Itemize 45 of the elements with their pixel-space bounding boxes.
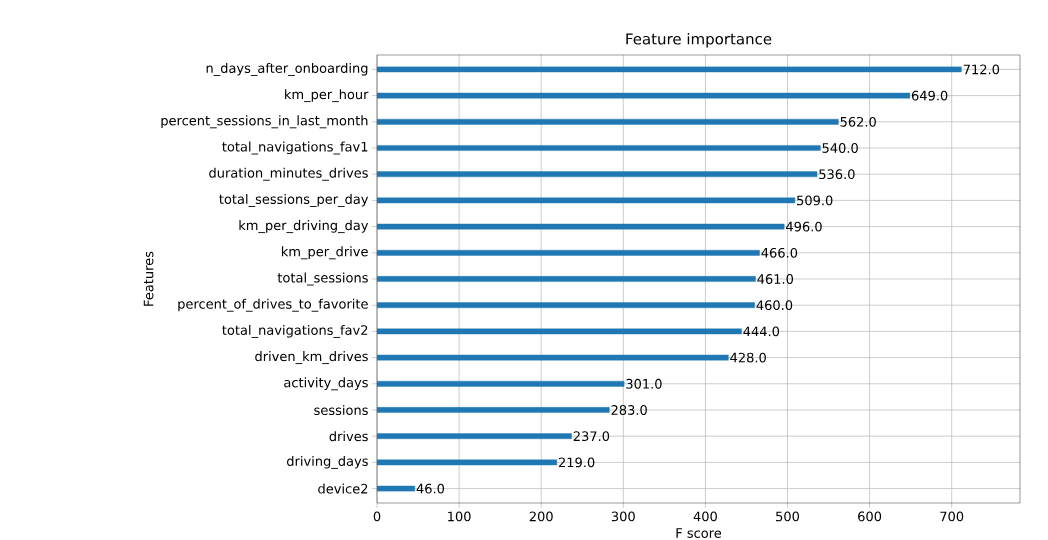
y-tick-label: sessions: [314, 404, 368, 416]
x-tick-label: 400: [693, 511, 717, 522]
data-label: 466.0: [761, 247, 798, 258]
y-tick-label: total_navigations_fav2: [222, 324, 368, 338]
data-label: 536.0: [819, 169, 855, 180]
data-label: 562.0: [840, 116, 876, 127]
data-label: 712.0: [963, 64, 1000, 75]
data-label: 509.0: [797, 195, 833, 206]
y-tick-label: driving_days: [287, 455, 368, 469]
y-tick-label: device2: [318, 483, 368, 494]
x-tick-label: 500: [776, 511, 800, 522]
y-tick-label: total_navigations_fav1: [222, 141, 368, 155]
chart-title: Feature importance: [626, 32, 772, 48]
data-label: 444.0: [743, 326, 780, 337]
y-tick-label: driven_km_drives: [255, 351, 368, 365]
x-axis-title: F score: [676, 528, 722, 538]
y-axis-title: Features: [143, 251, 154, 306]
data-label: 46.0: [416, 483, 445, 494]
x-tick-label: 200: [529, 511, 553, 522]
data-label: 649.0: [911, 90, 948, 101]
data-label: 428.0: [730, 352, 766, 363]
data-label: 283.0: [611, 405, 647, 415]
data-label: 237.0: [573, 431, 610, 442]
y-tick-label: total_sessions: [277, 272, 368, 286]
y-tick-label: drives: [329, 431, 368, 442]
x-tick-label: 0: [373, 511, 381, 522]
data-label: 219.0: [558, 457, 595, 468]
data-label: 301.0: [626, 378, 662, 389]
x-tick-label: 700: [940, 511, 964, 522]
y-tick-label: total_sessions_per_day: [219, 193, 369, 207]
x-tick-label: 600: [858, 511, 882, 522]
y-tick-label: percent_of_drives_to_favorite: [178, 298, 368, 312]
y-tick-label: percent_sessions_in_last_month: [161, 115, 368, 129]
y-tick-label: km_per_driving_day: [239, 220, 369, 234]
data-label: 460.0: [756, 300, 793, 311]
y-tick-label: km_per_hour: [285, 89, 369, 103]
x-tick-label: 300: [611, 511, 635, 522]
y-tick-label: duration_minutes_drives: [209, 167, 368, 181]
y-tick-label: activity_days: [284, 377, 368, 391]
y-tick-label: km_per_drive: [281, 246, 368, 260]
x-tick-label: 100: [448, 511, 471, 522]
y-tick-label: n_days_after_onboarding: [206, 62, 368, 76]
data-label: 540.0: [822, 143, 858, 153]
data-label: 461.0: [757, 274, 794, 284]
data-label: 496.0: [786, 221, 822, 232]
